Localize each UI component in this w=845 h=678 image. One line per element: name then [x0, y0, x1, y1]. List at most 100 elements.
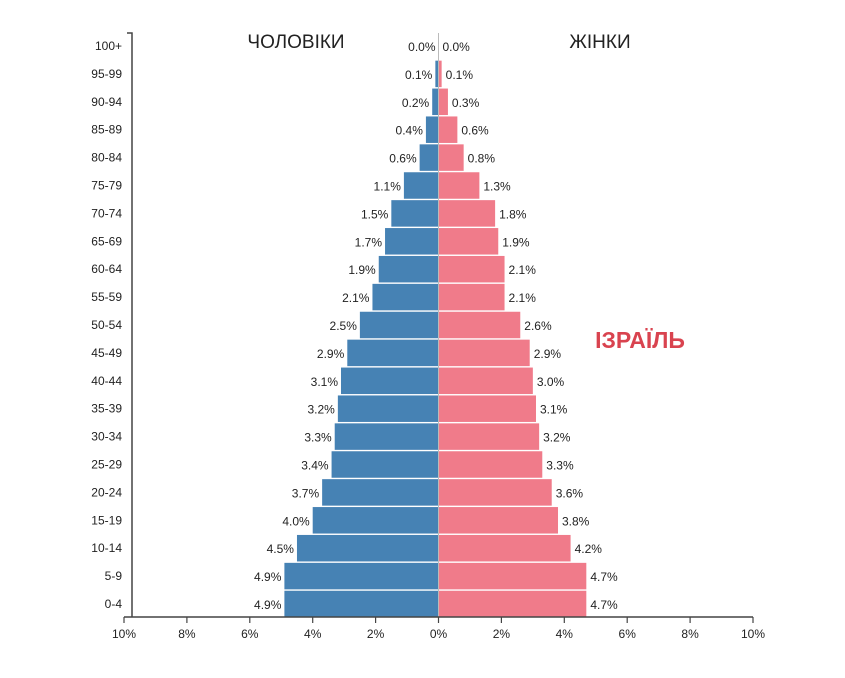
age-group-label: 20-24: [91, 485, 122, 499]
female-bar: [438, 172, 480, 199]
female-value-label: 2.1%: [509, 291, 537, 305]
male-bar: [425, 116, 439, 143]
female-value-label: 0.8%: [468, 152, 496, 166]
age-group-label: 90-94: [91, 95, 122, 109]
male-bar: [322, 479, 439, 506]
male-bar: [435, 60, 439, 88]
age-group-label: 95-99: [91, 67, 122, 81]
female-bar: [438, 228, 499, 255]
x-tick-label: 0%: [430, 627, 448, 641]
x-tick-label: 10%: [741, 627, 765, 641]
female-bar: [438, 534, 571, 562]
male-value-label: 3.3%: [304, 431, 332, 445]
male-value-label: 0.4%: [396, 124, 424, 138]
female-bar: [438, 451, 543, 478]
female-value-label: 3.1%: [540, 403, 568, 417]
male-value-label: 0.1%: [405, 68, 433, 82]
male-value-label: 2.9%: [317, 347, 345, 361]
male-value-label: 2.5%: [330, 319, 358, 333]
female-value-label: 4.7%: [590, 598, 618, 612]
female-bar: [438, 339, 530, 367]
female-series-label: ЖІНКИ: [569, 32, 630, 53]
male-series-label: ЧОЛОВІКИ: [247, 32, 344, 53]
male-value-label: 1.5%: [361, 207, 389, 221]
female-bar: [438, 479, 552, 506]
female-value-label: 0.1%: [446, 68, 474, 82]
female-value-label: 2.6%: [524, 319, 552, 333]
male-value-label: 3.2%: [308, 403, 336, 417]
y-axis: [127, 32, 133, 617]
female-bar: [438, 200, 496, 227]
age-group-label: 80-84: [91, 151, 122, 165]
female-value-label: 1.8%: [499, 207, 527, 221]
female-bar: [438, 395, 536, 422]
male-bar: [359, 311, 439, 339]
male-bar: [312, 507, 439, 534]
male-bar: [419, 144, 439, 171]
male-bar: [385, 228, 439, 255]
x-tick-label: 6%: [619, 627, 637, 641]
male-value-label: 3.4%: [301, 459, 329, 473]
female-bar: [438, 590, 587, 618]
age-group-label: 5-9: [105, 569, 123, 583]
female-value-label: 2.9%: [534, 347, 562, 361]
male-value-label: 0.2%: [402, 96, 430, 110]
female-value-label: 0.6%: [461, 124, 489, 138]
age-group-label: 100+: [95, 39, 122, 53]
age-group-label: 45-49: [91, 346, 122, 360]
x-tick-label: 4%: [556, 627, 574, 641]
age-group-label: 50-54: [91, 318, 122, 332]
male-bar: [347, 339, 439, 367]
age-group-label: 0-4: [105, 597, 123, 611]
age-group-label: 85-89: [91, 123, 122, 137]
male-bar: [337, 395, 439, 422]
male-value-label: 1.1%: [374, 180, 402, 194]
age-group-label: 55-59: [91, 290, 122, 304]
male-value-label: 4.9%: [254, 598, 282, 612]
female-value-label: 0.3%: [452, 96, 480, 110]
female-value-label: 3.2%: [543, 431, 571, 445]
male-value-label: 4.0%: [282, 514, 310, 528]
female-bar: [438, 116, 458, 143]
female-value-label: 4.7%: [590, 570, 618, 584]
male-value-label: 0.6%: [389, 152, 417, 166]
male-value-label: 1.9%: [348, 263, 376, 277]
male-bar: [372, 283, 439, 311]
female-value-label: 3.3%: [546, 459, 574, 473]
male-value-label: 0.0%: [408, 40, 436, 54]
male-value-label: 3.7%: [292, 486, 320, 500]
female-bar: [438, 423, 540, 450]
age-group-label: 15-19: [91, 513, 122, 527]
x-tick-label: 2%: [493, 627, 511, 641]
male-bar: [391, 200, 439, 227]
age-group-label: 30-34: [91, 430, 122, 444]
female-bar: [438, 507, 559, 534]
male-value-label: 3.1%: [311, 375, 339, 389]
female-bar: [438, 562, 587, 590]
male-value-label: 1.7%: [355, 235, 383, 249]
age-group-label: 75-79: [91, 179, 122, 193]
male-bar: [331, 451, 439, 478]
female-bar: [438, 88, 448, 116]
age-group-label: 35-39: [91, 402, 122, 416]
male-value-label: 4.5%: [267, 542, 295, 556]
female-value-label: 0.0%: [443, 40, 471, 54]
x-tick-label: 8%: [178, 627, 196, 641]
male-bar: [296, 534, 439, 562]
female-bar: [438, 311, 521, 339]
male-bar: [334, 423, 439, 450]
male-bar: [432, 88, 439, 116]
age-group-label: 60-64: [91, 262, 122, 276]
age-group-label: 10-14: [91, 541, 122, 555]
female-bar: [438, 283, 505, 311]
x-tick-label: 4%: [304, 627, 322, 641]
female-bar: [438, 255, 505, 283]
female-value-label: 2.1%: [509, 263, 537, 277]
chart-title: ІЗРАЇЛЬ: [595, 327, 685, 353]
female-value-label: 1.9%: [502, 235, 530, 249]
male-bar: [341, 367, 439, 395]
female-bar: [438, 367, 533, 395]
x-tick-label: 8%: [681, 627, 699, 641]
x-tick-label: 2%: [367, 627, 385, 641]
